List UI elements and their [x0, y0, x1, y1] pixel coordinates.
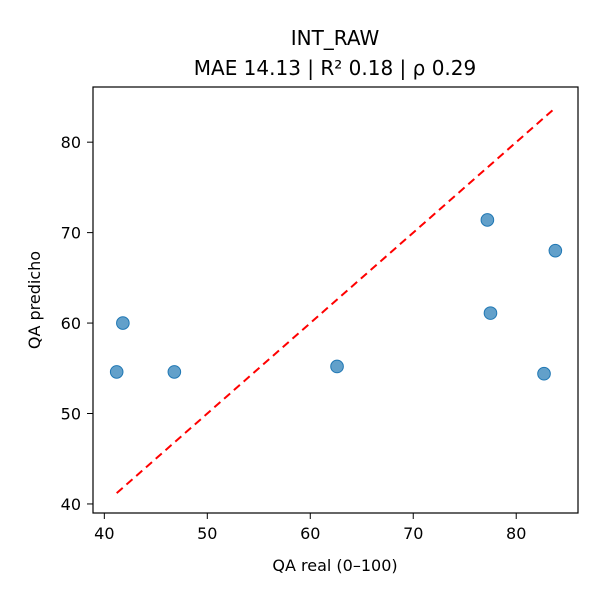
data-point: [109, 365, 124, 379]
y-tick-label: 70: [61, 224, 81, 243]
y-tick-label: 40: [61, 495, 81, 514]
x-tick-label: 60: [300, 524, 320, 543]
x-tick-label: 80: [506, 524, 526, 543]
chart-title: INT_RAW: [291, 26, 380, 50]
x-tick-label: 70: [403, 524, 423, 543]
y-axis-label: QA predicho: [25, 251, 44, 349]
x-tick-label: 40: [94, 524, 114, 543]
plot-frame: [92, 86, 579, 514]
data-point: [167, 365, 182, 379]
reference-line: [116, 107, 557, 494]
data-point: [548, 243, 563, 258]
x-tick-label: 50: [197, 524, 217, 543]
data-point: [537, 366, 551, 381]
plot-area: 40 50 60 70 80 40 50 60 70 80: [61, 107, 563, 543]
data-point: [483, 306, 498, 320]
x-axis-label: QA real (0–100): [272, 556, 397, 575]
data-point: [480, 213, 495, 227]
y-tick-label: 80: [61, 133, 81, 152]
y-tick-label: 50: [61, 405, 81, 424]
y-tick-label: 60: [61, 314, 81, 333]
data-point: [330, 359, 344, 374]
data-point: [116, 316, 130, 330]
chart-subtitle: MAE 14.13 | R² 0.18 | ρ 0.29: [194, 56, 476, 80]
